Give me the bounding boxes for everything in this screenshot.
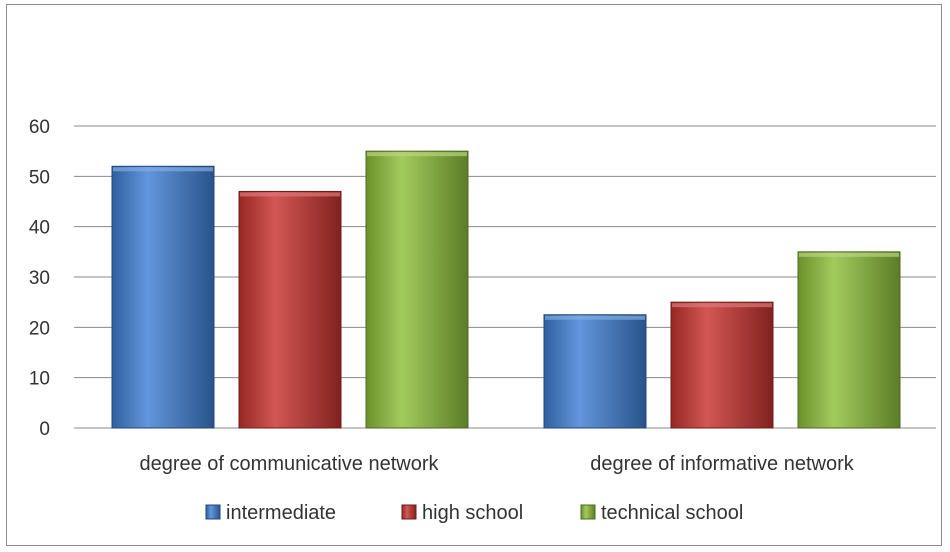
legend-swatch-intermediate [205,504,221,520]
bar-technical-school-2 [797,251,901,429]
bar-intermediate-1 [111,165,215,429]
bar-highlight [240,192,340,197]
y-tick-label: 50 [29,167,50,188]
bar-high-school-2 [670,301,774,429]
bar-highlight [672,303,772,308]
x-axis: degree of communicative network degree of… [139,453,854,475]
y-tick-label: 30 [29,268,50,289]
bar-highlight [545,315,645,320]
bar-highlight [799,252,899,257]
bar-highlight [367,152,467,157]
x-category-label: degree of informative network [590,453,854,475]
legend-label: intermediate [226,502,336,524]
bar-intermediate-2 [543,314,647,429]
y-tick-label: 40 [29,218,50,239]
bar-high-school-1 [238,190,342,429]
legend-swatch-high-school [401,504,417,520]
y-tick-label: 60 [29,117,50,138]
gridlines [74,125,936,429]
legend-label: technical school [601,502,743,524]
bar-highlight [113,167,213,172]
legend-label: high school [422,502,523,524]
bars [111,150,901,429]
y-tick-label: 20 [29,318,50,339]
legend-swatch-technical-school [580,504,596,520]
bar-technical-school-1 [365,150,469,429]
y-axis: 0 10 20 30 40 50 60 [29,117,50,440]
legend: intermediate high school technical school [205,502,743,524]
y-tick-label: 10 [29,369,50,390]
y-tick-label: 0 [39,419,50,440]
x-category-label: degree of communicative network [139,453,439,475]
